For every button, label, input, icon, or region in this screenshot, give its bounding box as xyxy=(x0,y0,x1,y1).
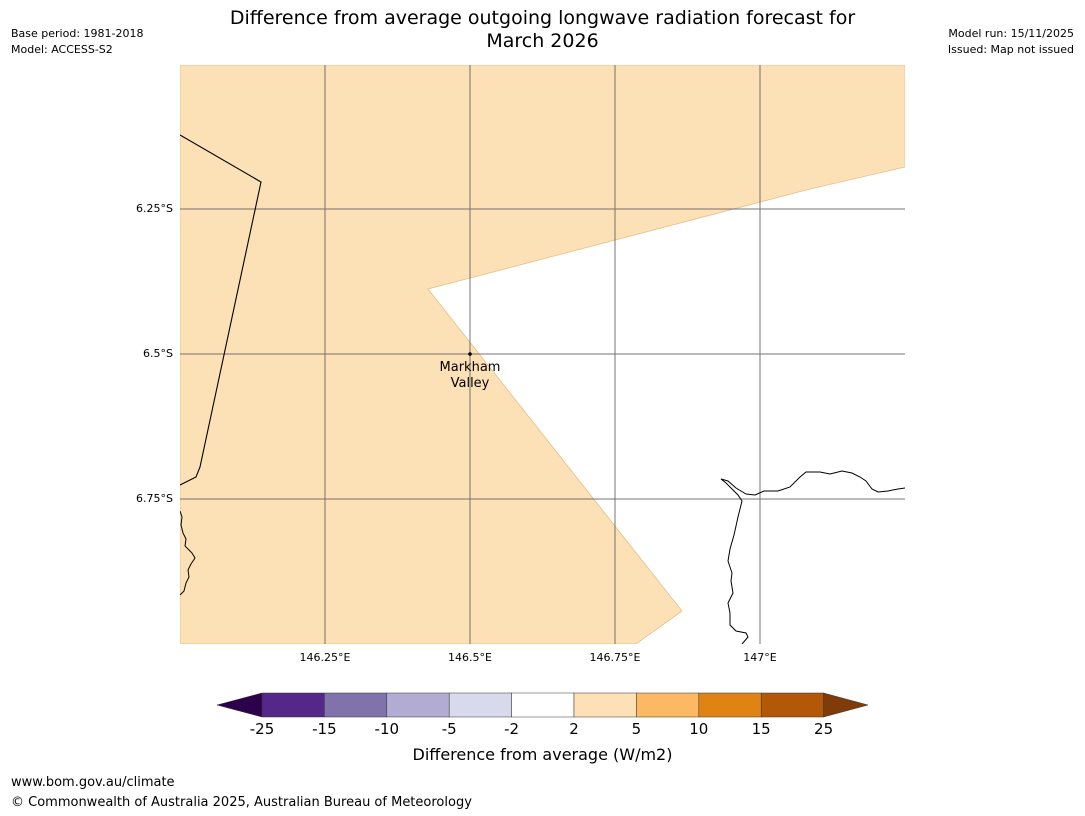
colorbar-under-arrow xyxy=(216,692,263,718)
footer-copyright: © Commonwealth of Australia 2025, Austra… xyxy=(11,795,472,810)
latitude-label-6-5: 6.5°S xyxy=(143,347,173,360)
map-panel: Markham Valley xyxy=(180,65,905,644)
colorbar xyxy=(216,692,869,718)
colorbar-tick: 25 xyxy=(814,720,834,738)
place-label-line-2: Valley xyxy=(451,376,490,391)
colorbar-bin xyxy=(324,692,388,718)
footer-url[interactable]: www.bom.gov.au/climate xyxy=(11,775,175,790)
colorbar-bin xyxy=(261,692,325,718)
longitude-label-146-75: 146.75°E xyxy=(589,651,641,664)
longitude-label-146-5: 146.5°E xyxy=(448,651,492,664)
border-line xyxy=(180,134,262,486)
colorbar-tick: -5 xyxy=(441,720,457,738)
colorbar-tick: -10 xyxy=(374,720,400,738)
latitude-label-6-25: 6.25°S xyxy=(136,202,173,215)
map-title: Difference from average outgoing longwav… xyxy=(0,7,1085,53)
colorbar-bin xyxy=(448,692,512,718)
colorbar-tick: -25 xyxy=(249,720,275,738)
model-name: Model: ACCESS-S2 xyxy=(11,43,113,56)
graticule xyxy=(180,65,905,644)
colorbar-tick: 15 xyxy=(751,720,771,738)
latitude-label-6-75: 6.75°S xyxy=(136,492,173,505)
colorbar-tick: 5 xyxy=(631,720,642,738)
longitude-label-146-25: 146.25°E xyxy=(299,651,351,664)
title-line-1: Difference from average outgoing longwav… xyxy=(229,7,856,29)
colorbar-bin xyxy=(511,692,575,718)
location-marker xyxy=(468,352,472,356)
colorbar-bin xyxy=(573,692,637,718)
place-label-line-1: Markham xyxy=(440,360,501,375)
colorbar-bin xyxy=(760,692,824,718)
colorbar-tick: 2 xyxy=(569,720,579,738)
model-run: Model run: 15/11/2025 xyxy=(948,27,1074,40)
colorbar-bin xyxy=(636,692,700,718)
colorbar-bins xyxy=(261,692,824,718)
longitude-label-147: 147°E xyxy=(743,651,777,664)
title-line-2: March 2026 xyxy=(486,30,599,52)
colorbar-tick: -15 xyxy=(312,720,337,738)
colorbar-tick: -2 xyxy=(504,720,520,738)
coastline-west xyxy=(180,510,196,596)
issued-status: Issued: Map not issued xyxy=(947,43,1074,56)
meta-right: Model run: 15/11/2025 Issued: Map not is… xyxy=(948,26,1074,58)
colorbar-over-arrow xyxy=(823,692,869,718)
colorbar-title: Difference from average (W/m2) xyxy=(412,745,673,764)
colorbar-bin xyxy=(386,692,450,718)
coastline-east xyxy=(720,470,905,644)
base-period: Base period: 1981-2018 xyxy=(11,27,144,40)
colorbar-tick: 10 xyxy=(689,720,709,738)
meta-left: Base period: 1981-2018 Model: ACCESS-S2 xyxy=(11,26,143,58)
colorbar-bin xyxy=(698,692,762,718)
